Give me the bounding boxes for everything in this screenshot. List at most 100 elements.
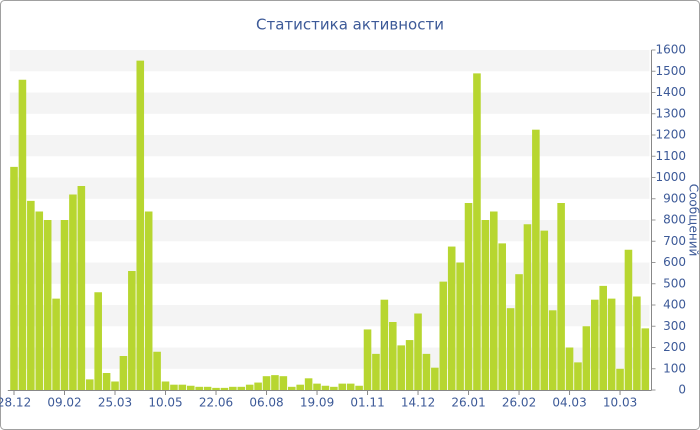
grid-band xyxy=(9,305,650,327)
x-tick-label: 26.02 xyxy=(502,396,536,410)
bar xyxy=(229,386,237,390)
bar xyxy=(641,328,650,390)
y-tick-label: 0 xyxy=(678,383,686,397)
y-tick-label: 1400 xyxy=(655,85,686,99)
bar xyxy=(599,285,607,390)
bar xyxy=(144,211,153,390)
bar xyxy=(296,384,304,390)
bar xyxy=(69,194,77,390)
bar xyxy=(304,378,313,390)
bar xyxy=(456,262,464,390)
grid-band xyxy=(9,92,650,114)
bar xyxy=(254,382,262,390)
bar xyxy=(220,387,229,390)
bar xyxy=(548,310,557,390)
x-tick-label: 09.02 xyxy=(47,396,81,410)
bar xyxy=(178,384,187,390)
y-axis-label: Сообщений xyxy=(687,184,700,257)
y-tick-label: 300 xyxy=(663,319,686,333)
bar xyxy=(591,299,599,390)
y-tick-label: 1300 xyxy=(655,106,686,120)
bar xyxy=(473,73,481,390)
bar xyxy=(523,224,532,390)
bar xyxy=(195,386,203,390)
y-tick-label: 1500 xyxy=(655,64,686,78)
y-tick-label: 400 xyxy=(663,298,686,312)
bar xyxy=(565,347,574,390)
bar xyxy=(498,243,506,390)
bar xyxy=(515,274,523,390)
bar xyxy=(111,381,119,390)
bar xyxy=(405,340,414,390)
bar xyxy=(161,381,170,390)
bar xyxy=(607,298,616,390)
x-tick-label: 10.03 xyxy=(603,396,637,410)
x-tick-label: 06.08 xyxy=(249,396,283,410)
bar xyxy=(77,186,86,390)
y-tick-label: 500 xyxy=(663,276,686,290)
bar xyxy=(574,362,582,390)
bar xyxy=(128,271,136,390)
bar xyxy=(447,246,456,390)
grid-band xyxy=(9,177,650,199)
bar xyxy=(18,79,27,390)
x-tick-label: 04.03 xyxy=(552,396,586,410)
x-tick-label: 22.06 xyxy=(199,396,233,410)
bar xyxy=(439,281,448,390)
bar xyxy=(102,373,111,390)
chart-title: Статистика активности xyxy=(256,16,444,34)
bar xyxy=(464,203,473,390)
bar xyxy=(633,296,641,390)
bar xyxy=(237,386,246,390)
grid-band xyxy=(9,220,650,242)
bar xyxy=(85,379,94,390)
y-tick-label: 1100 xyxy=(655,149,686,163)
grid-band xyxy=(9,262,650,284)
bar xyxy=(203,386,212,390)
y-tick-label: 1200 xyxy=(655,128,686,142)
bar xyxy=(506,308,515,390)
x-tick-label: 01.11 xyxy=(350,396,384,410)
bar xyxy=(271,375,279,390)
bar xyxy=(212,387,220,390)
bar xyxy=(388,322,397,390)
bar xyxy=(43,220,52,390)
bar xyxy=(60,220,69,390)
x-tick-label: 14.12 xyxy=(401,396,435,410)
y-tick-label: 600 xyxy=(663,255,686,269)
bar xyxy=(313,383,321,390)
bar xyxy=(397,345,405,390)
bar xyxy=(380,299,389,390)
bar xyxy=(372,353,380,390)
x-tick-label: 19.09 xyxy=(300,396,334,410)
bar xyxy=(35,211,44,390)
bar xyxy=(489,211,498,390)
bar xyxy=(245,384,254,390)
bar xyxy=(338,383,347,390)
y-tick-label: 900 xyxy=(663,191,686,205)
grid-band xyxy=(9,135,650,157)
bar xyxy=(119,356,128,390)
bar xyxy=(422,353,431,390)
bar xyxy=(414,313,422,390)
bar xyxy=(582,326,591,390)
bar xyxy=(10,166,18,390)
bar xyxy=(170,384,178,390)
y-tick-label: 1000 xyxy=(655,170,686,184)
grid-band xyxy=(9,347,650,369)
x-tick-label: 10.05 xyxy=(148,396,182,410)
bar xyxy=(153,351,161,390)
bar xyxy=(287,386,296,390)
bar xyxy=(27,200,35,390)
bar xyxy=(52,298,60,390)
bar xyxy=(346,383,355,390)
bar xyxy=(136,60,145,390)
y-tick-label: 200 xyxy=(663,340,686,354)
bar xyxy=(540,230,549,390)
x-tick-label: 28.12 xyxy=(0,396,31,410)
y-tick-label: 1600 xyxy=(655,43,686,57)
x-tick-label: 25.03 xyxy=(98,396,132,410)
bar xyxy=(262,376,271,390)
bar xyxy=(624,249,633,390)
